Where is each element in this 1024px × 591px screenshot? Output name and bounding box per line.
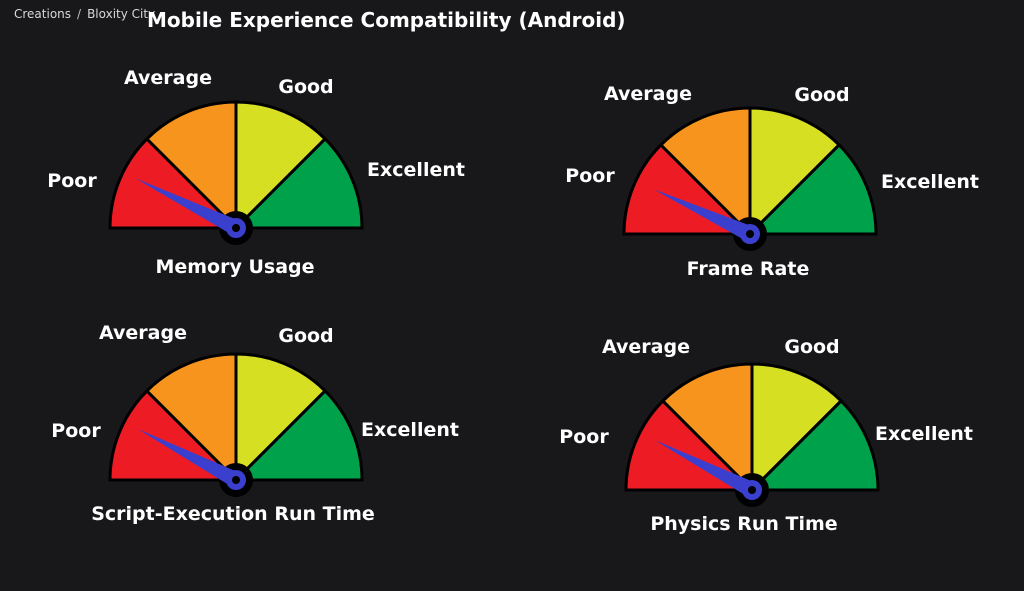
gauge-title: Physics Run Time xyxy=(650,513,837,535)
gauge-segment-excellent xyxy=(748,398,880,492)
breadcrumb-separator: / xyxy=(77,7,82,21)
gauge-needle xyxy=(135,178,240,236)
gauge-memory-usage: Poor Average Good Excellent Memory Usage xyxy=(47,67,465,278)
gauge-label-poor: Poor xyxy=(559,426,609,448)
gauge-segment-good xyxy=(750,362,844,494)
breadcrumb-current-experience[interactable]: Bloxity City xyxy=(87,7,156,21)
gauge-needle-pivot-center xyxy=(746,230,754,238)
gauge-label-excellent: Excellent xyxy=(367,159,465,181)
gauge-label-good: Good xyxy=(784,336,839,358)
gauge-label-good: Good xyxy=(278,325,333,347)
gauge-segment-average xyxy=(144,100,238,232)
gauge-segment-poor xyxy=(624,398,756,492)
gauge-label-excellent: Excellent xyxy=(875,423,973,445)
gauge-segment-good xyxy=(748,106,842,238)
gauge-label-average: Average xyxy=(99,322,187,344)
gauge-segment-poor xyxy=(622,142,754,236)
gauge-label-poor: Poor xyxy=(565,165,615,187)
gauge-needle-pivot-center xyxy=(748,486,756,494)
gauge-needle-pivot-center xyxy=(232,476,240,484)
gauge-segment-average xyxy=(144,352,238,484)
gauge-segment-excellent xyxy=(232,136,364,230)
gauge-needle xyxy=(655,440,756,498)
gauge-needle xyxy=(653,189,754,242)
gauge-needle-pivot-center xyxy=(232,224,240,232)
gauge-segment-good xyxy=(234,100,328,232)
gauge-label-average: Average xyxy=(604,83,692,105)
gauge-label-average: Average xyxy=(602,336,690,358)
gauge-label-good: Good xyxy=(794,84,849,106)
gauge-title: Frame Rate xyxy=(687,258,810,280)
gauge-label-good: Good xyxy=(278,76,333,98)
page-title: Mobile Experience Compatibility (Android… xyxy=(147,8,626,32)
gauge-needle xyxy=(138,429,240,488)
gauge-script-execution-run-time: Poor Average Good Excellent Script-Execution… xyxy=(51,322,459,525)
gauge-physics-run-time: Poor Average Good Excellent Physics Run Time xyxy=(559,336,973,535)
gauge-segment-average xyxy=(660,362,754,494)
gauge-label-poor: Poor xyxy=(51,420,101,442)
breadcrumb: Creations / Bloxity City xyxy=(14,7,155,21)
gauge-segment-excellent xyxy=(746,142,878,236)
gauge-frame-rate: Poor Average Good Excellent Frame Rate xyxy=(565,83,979,280)
gauge-label-excellent: Excellent xyxy=(361,419,459,441)
breadcrumb-creations-link[interactable]: Creations xyxy=(14,7,72,21)
gauge-label-poor: Poor xyxy=(47,170,97,192)
gauge-title: Script-Execution Run Time xyxy=(91,503,375,525)
gauge-label-average: Average xyxy=(124,67,212,89)
gauge-segment-poor xyxy=(108,388,240,482)
gauge-title: Memory Usage xyxy=(155,256,314,278)
gauge-segment-average xyxy=(658,106,752,238)
gauge-segment-excellent xyxy=(232,388,364,482)
gauge-label-excellent: Excellent xyxy=(881,171,979,193)
gauge-segment-good xyxy=(234,352,328,484)
gauge-segment-poor xyxy=(108,136,240,230)
